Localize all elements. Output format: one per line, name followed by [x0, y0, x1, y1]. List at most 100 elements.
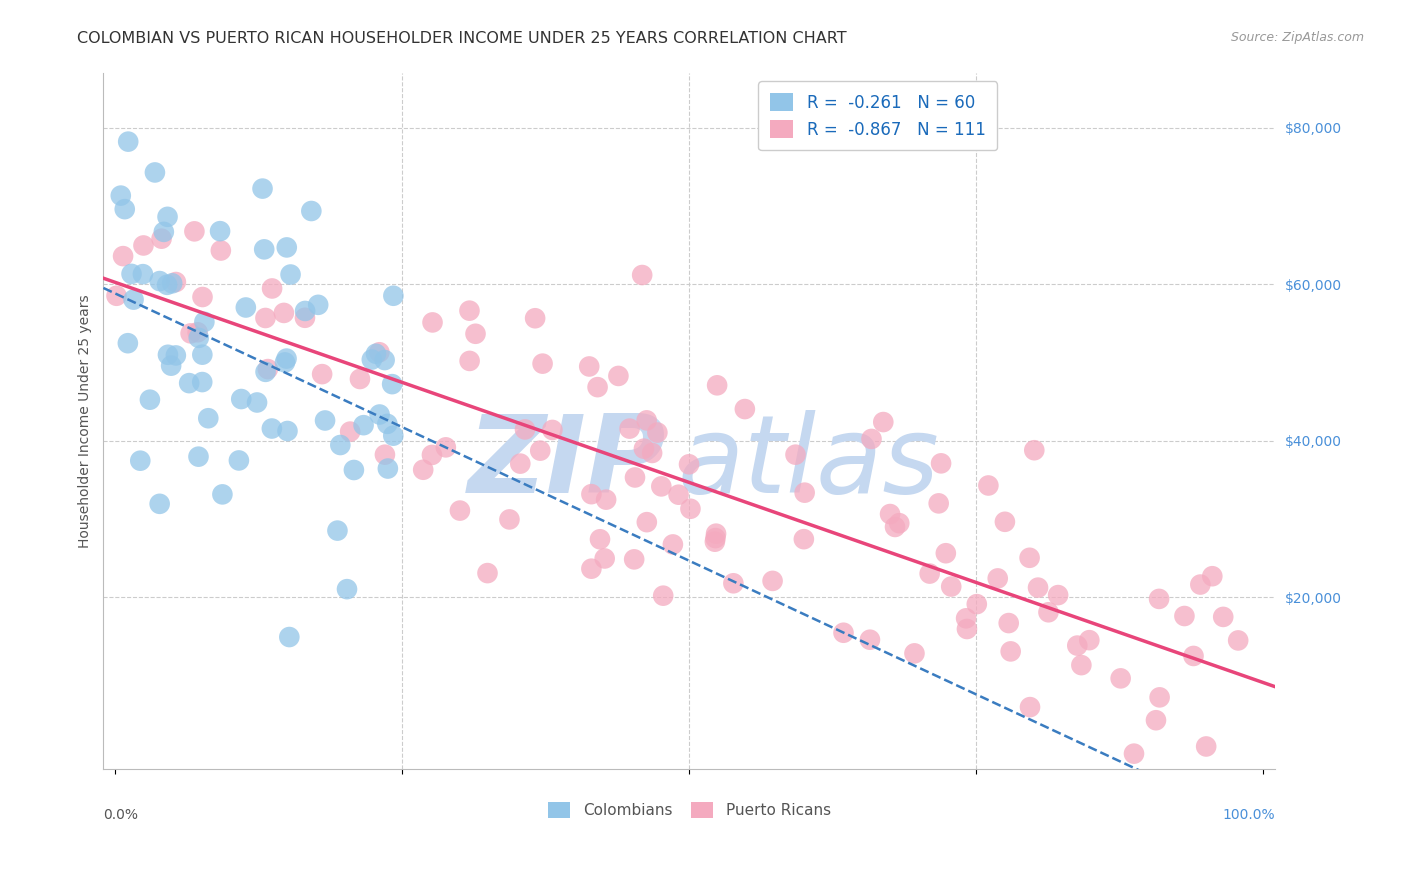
Point [1070, 658, 1092, 673]
Point [314, 413, 336, 427]
Text: 0.0%: 0.0% [104, 807, 138, 822]
Point [1038, 605, 1060, 619]
Point [859, 632, 882, 647]
Point [1173, 609, 1195, 624]
Point [903, 646, 925, 660]
Point [150, 232, 173, 246]
Point [211, 487, 233, 501]
Point [382, 428, 405, 442]
Point [187, 450, 209, 464]
Point [412, 463, 434, 477]
Point [662, 537, 685, 551]
Point [117, 336, 139, 351]
Point [132, 267, 155, 281]
Text: atlas: atlas [678, 410, 939, 516]
Point [647, 425, 669, 440]
Point [165, 348, 187, 362]
Point [977, 478, 1000, 492]
Point [524, 311, 547, 326]
Point [636, 515, 658, 529]
Point [276, 240, 298, 254]
Point [276, 351, 298, 366]
Point [156, 277, 179, 292]
Point [513, 422, 536, 436]
Point [149, 497, 172, 511]
Point [793, 532, 815, 546]
Point [633, 442, 655, 456]
Point [994, 515, 1017, 529]
Point [180, 326, 202, 341]
Point [368, 408, 391, 422]
Point [619, 422, 641, 436]
Point [935, 546, 957, 560]
Point [966, 597, 988, 611]
Point [997, 616, 1019, 631]
Point [703, 534, 725, 549]
Point [879, 507, 901, 521]
Point [343, 463, 366, 477]
Point [105, 289, 128, 303]
Point [704, 531, 727, 545]
Point [918, 566, 941, 581]
Point [529, 443, 551, 458]
Point [183, 224, 205, 238]
Point [1212, 610, 1234, 624]
Point [1201, 569, 1223, 583]
Point [1026, 581, 1049, 595]
Point [274, 355, 297, 369]
Point [307, 298, 329, 312]
Point [112, 249, 135, 263]
Point [197, 411, 219, 425]
Point [191, 290, 214, 304]
Point [624, 470, 647, 484]
Point [1066, 639, 1088, 653]
Point [256, 362, 278, 376]
Point [114, 202, 136, 216]
Point [832, 625, 855, 640]
Point [449, 503, 471, 517]
Point [464, 326, 486, 341]
Point [260, 421, 283, 435]
Point [1189, 577, 1212, 591]
Point [623, 552, 645, 566]
Point [956, 622, 979, 636]
Text: COLOMBIAN VS PUERTO RICAN HOUSEHOLDER INCOME UNDER 25 YEARS CORRELATION CHART: COLOMBIAN VS PUERTO RICAN HOUSEHOLDER IN… [77, 31, 846, 46]
Point [254, 310, 277, 325]
Point [374, 353, 396, 368]
Legend: Colombians, Puerto Ricans: Colombians, Puerto Ricans [541, 796, 837, 824]
Point [1227, 633, 1250, 648]
Point [1024, 443, 1046, 458]
Point [593, 551, 616, 566]
Point [706, 378, 728, 392]
Point [1182, 648, 1205, 663]
Point [928, 496, 950, 510]
Point [509, 457, 531, 471]
Point [631, 268, 654, 282]
Point [191, 375, 214, 389]
Point [650, 479, 672, 493]
Point [231, 392, 253, 406]
Y-axis label: Householder Income Under 25 years: Householder Income Under 25 years [79, 294, 93, 548]
Point [129, 453, 152, 467]
Point [581, 562, 603, 576]
Point [165, 275, 187, 289]
Point [276, 424, 298, 438]
Text: ZIP: ZIP [467, 410, 665, 516]
Point [122, 293, 145, 307]
Point [929, 456, 952, 470]
Point [143, 165, 166, 179]
Point [364, 347, 387, 361]
Point [278, 630, 301, 644]
Point [153, 225, 176, 239]
Point [139, 392, 162, 407]
Point [941, 580, 963, 594]
Point [382, 289, 405, 303]
Point [209, 244, 232, 258]
Point [860, 432, 883, 446]
Point [252, 181, 274, 195]
Point [872, 415, 894, 429]
Point [160, 359, 183, 373]
Point [987, 571, 1010, 585]
Point [679, 501, 702, 516]
Point [329, 438, 352, 452]
